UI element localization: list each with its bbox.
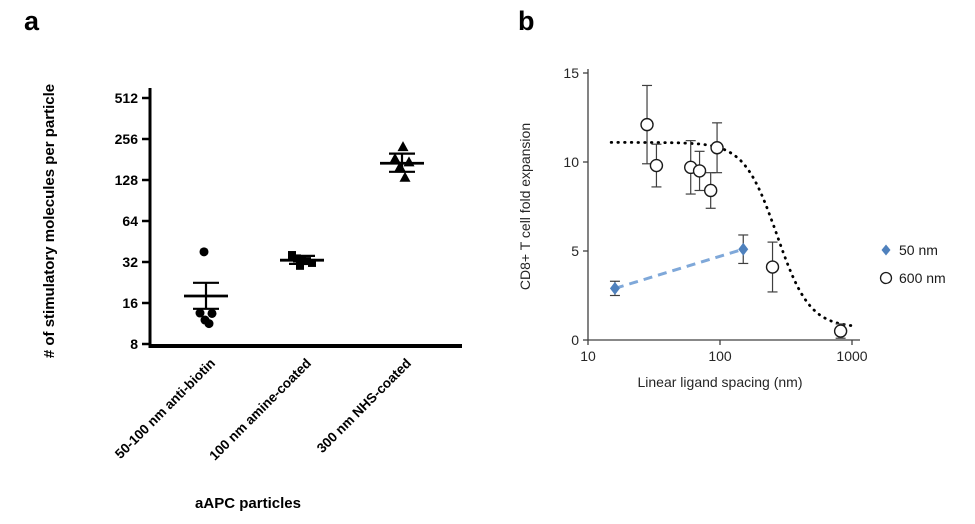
svg-text:15: 15 [563, 65, 579, 81]
svg-text:1000: 1000 [836, 348, 867, 364]
svg-text:# of stimulatory molecules per: # of stimulatory molecules per particle [41, 84, 58, 358]
svg-text:64: 64 [122, 213, 138, 229]
svg-text:100 nm amine-coated: 100 nm amine-coated [206, 356, 314, 464]
svg-text:Linear ligand spacing (nm): Linear ligand spacing (nm) [638, 374, 803, 390]
svg-text:5: 5 [571, 243, 579, 259]
svg-text:300 nm NHS-coated: 300 nm NHS-coated [314, 356, 414, 456]
svg-text:100: 100 [708, 348, 732, 364]
svg-text:8: 8 [130, 336, 138, 352]
svg-text:32: 32 [122, 254, 138, 270]
svg-text:128: 128 [115, 172, 139, 188]
panel-b-label: b [518, 6, 535, 36]
svg-text:CD8+ T cell fold expansion: CD8+ T cell fold expansion [517, 123, 533, 290]
svg-text:aAPC particles: aAPC particles [195, 495, 301, 512]
svg-text:0: 0 [571, 332, 579, 348]
svg-text:512: 512 [115, 90, 139, 106]
panel-a-scatter-chart: 8 16 32 64 128 256 512 # of stimulatory molecul… [41, 84, 462, 512]
svg-text:10: 10 [580, 348, 596, 364]
svg-text:10: 10 [563, 154, 579, 170]
svg-text:600 nm: 600 nm [899, 270, 946, 286]
svg-text:50 nm: 50 nm [899, 242, 938, 258]
svg-text:50-100 nm anti-biotin: 50-100 nm anti-biotin [112, 356, 218, 462]
panel-b-scatter-chart: 0 5 10 15 10 100 1000 CD8+ T cell fold expansio… [517, 65, 946, 390]
panel-a-label: a [24, 6, 40, 36]
svg-text:256: 256 [115, 131, 139, 147]
svg-text:16: 16 [122, 295, 138, 311]
